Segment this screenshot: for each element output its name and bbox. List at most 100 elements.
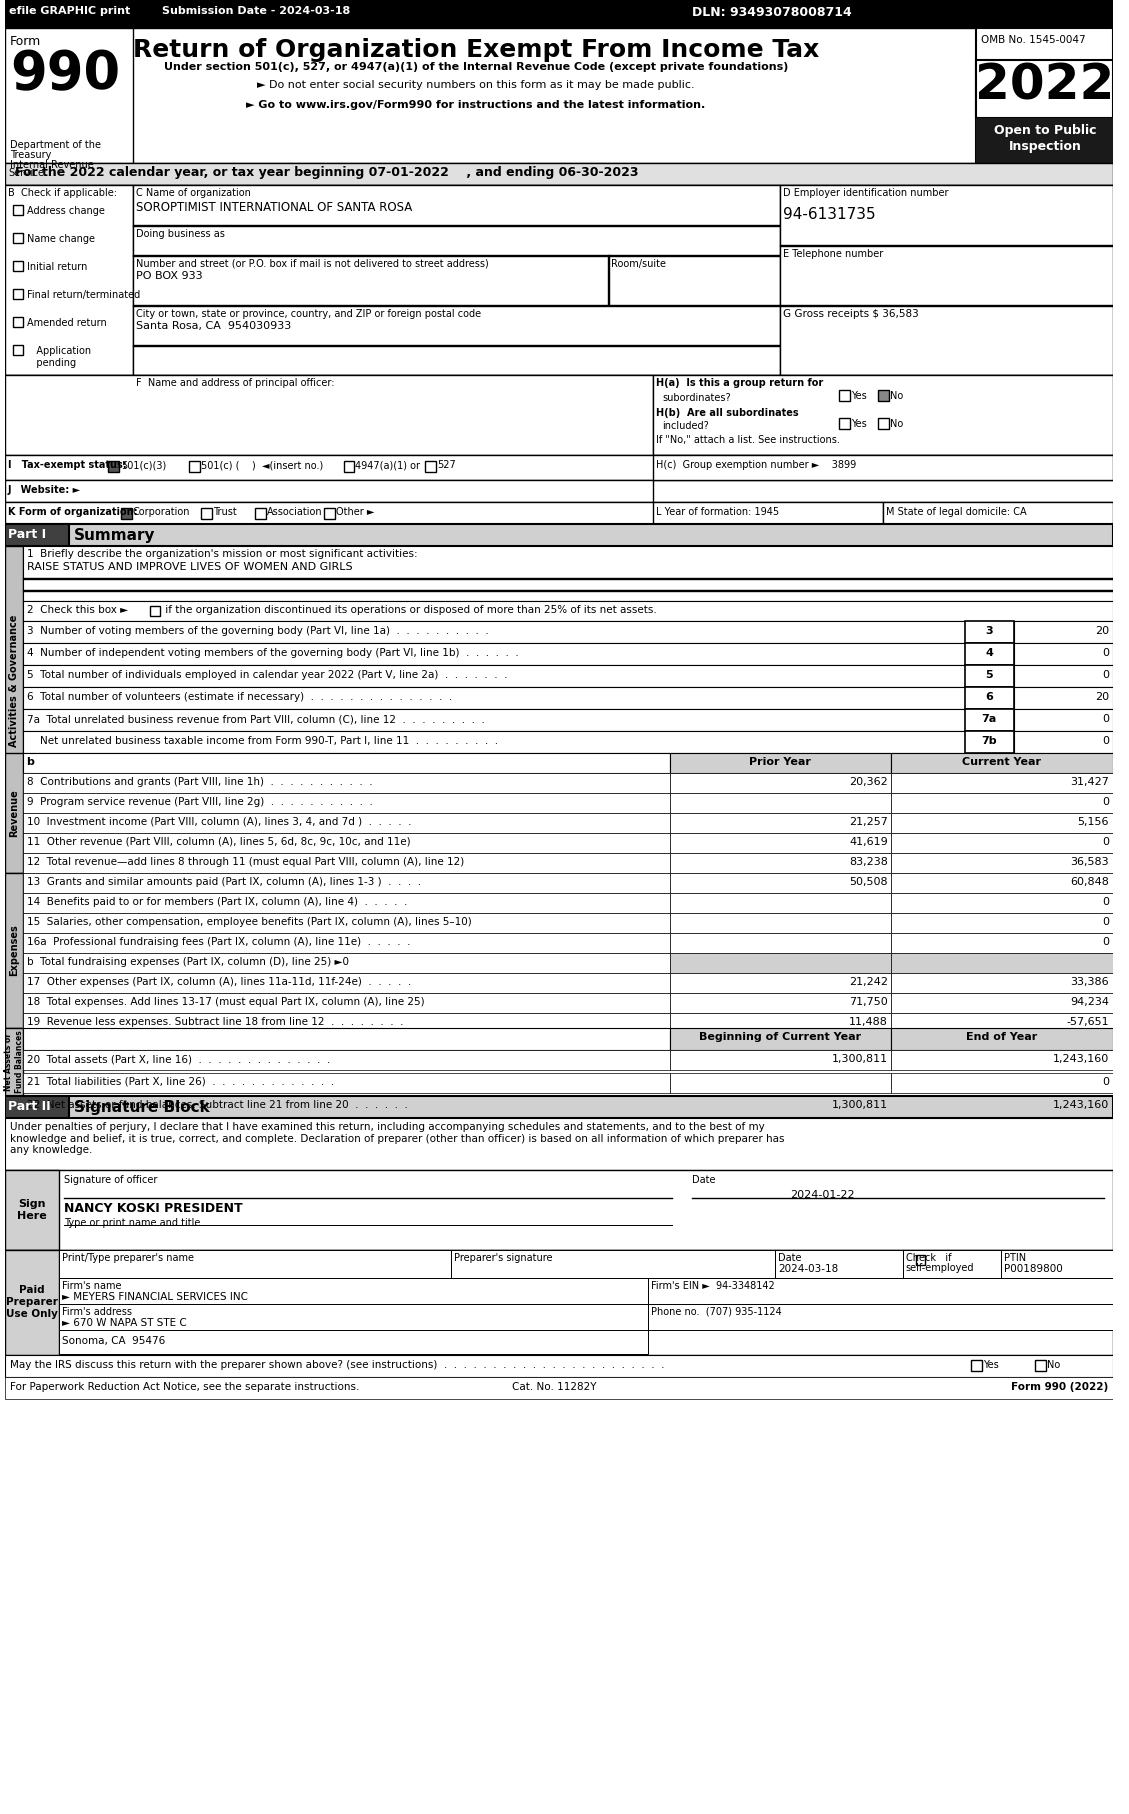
Text: subordinates?: subordinates? (663, 394, 732, 403)
Text: No: No (1047, 1360, 1060, 1370)
Text: 990: 990 (10, 47, 120, 100)
Text: RAISE STATUS AND IMPROVE LIVES OF WOMEN AND GIRLS: RAISE STATUS AND IMPROVE LIVES OF WOMEN … (27, 562, 352, 571)
Bar (671, 1012, 891, 1032)
Bar (150, 606, 160, 617)
Bar (23, 620, 964, 642)
Bar (671, 833, 891, 853)
Text: 18  Total expenses. Add lines 13-17 (must equal Part IX, column (A), line 25): 18 Total expenses. Add lines 13-17 (must… (27, 998, 425, 1007)
Bar (23, 709, 964, 731)
Text: Inspection: Inspection (1008, 140, 1082, 152)
Text: Under penalties of perjury, I declare that I have examined this return, includin: Under penalties of perjury, I declare th… (10, 1123, 785, 1156)
Text: 0: 0 (1102, 1078, 1109, 1087)
Text: DLN: 93493078008714: DLN: 93493078008714 (692, 5, 851, 18)
Text: 7a: 7a (981, 715, 997, 724)
Bar (12, 205, 23, 216)
Text: D Employer identification number: D Employer identification number (784, 189, 948, 198)
Text: H(b)  Are all subordinates: H(b) Are all subordinates (656, 408, 798, 417)
Bar (671, 1074, 891, 1094)
Text: Doing business as: Doing business as (135, 229, 225, 239)
Text: Service: Service (8, 169, 44, 178)
Bar (5, 163, 1113, 185)
Text: B  Check if applicable:: B Check if applicable: (8, 189, 117, 198)
Bar (671, 892, 891, 912)
Bar (23, 793, 671, 813)
Bar (190, 461, 200, 472)
Bar (671, 853, 891, 873)
Bar (891, 873, 1113, 892)
Text: if the organization discontinued its operations or disposed of more than 25% of : if the organization discontinued its ope… (161, 606, 657, 615)
Text: 0: 0 (1102, 918, 1109, 927)
Text: Net unrelated business taxable income from Form 990-T, Part I, line 11  .  .  . : Net unrelated business taxable income fr… (27, 736, 498, 746)
Text: 13  Grants and similar amounts paid (Part IX, column (A), lines 1-3 )  .  .  .  : 13 Grants and similar amounts paid (Part… (27, 876, 421, 887)
Bar (964, 642, 1014, 666)
Text: PO BOX 933: PO BOX 933 (135, 270, 202, 281)
Text: Signature Block: Signature Block (73, 1099, 210, 1116)
Bar (5, 1355, 1113, 1377)
Bar (891, 833, 1113, 853)
Bar (5, 481, 653, 502)
Bar (5, 1029, 23, 1096)
Text: Department of the: Department of the (10, 140, 100, 151)
Text: 1  Briefly describe the organization's mission or most significant activities:: 1 Briefly describe the organization's mi… (27, 550, 418, 559)
Text: ► 670 W NAPA ST STE C: ► 670 W NAPA ST STE C (62, 1319, 186, 1328)
Text: 0: 0 (1102, 896, 1109, 907)
Bar (671, 873, 891, 892)
Text: 19  Revenue less expenses. Subtract line 18 from line 12  .  .  .  .  .  .  .  .: 19 Revenue less expenses. Subtract line … (27, 1018, 403, 1027)
Text: Trust: Trust (213, 506, 237, 517)
Text: b: b (27, 756, 35, 767)
Text: May the IRS discuss this return with the preparer shown above? (see instructions: May the IRS discuss this return with the… (10, 1360, 665, 1370)
Bar (5, 185, 1113, 375)
Text: 3: 3 (986, 626, 994, 637)
Text: Cat. No. 11282Y: Cat. No. 11282Y (513, 1382, 597, 1391)
Text: Amended return: Amended return (27, 317, 106, 328)
Text: Other ►: Other ► (335, 506, 374, 517)
Bar (891, 972, 1113, 992)
Text: 0: 0 (1102, 715, 1109, 724)
Bar (23, 666, 964, 688)
Text: Part I: Part I (8, 528, 46, 541)
Bar (891, 773, 1113, 793)
Bar (878, 417, 889, 428)
Text: End of Year: End of Year (966, 1032, 1038, 1041)
Bar (12, 261, 23, 270)
Text: City or town, state or province, country, and ZIP or foreign postal code: City or town, state or province, country… (135, 308, 481, 319)
Bar (324, 508, 334, 519)
Text: Phone no.  (707) 935-1124: Phone no. (707) 935-1124 (650, 1308, 781, 1317)
Bar (1014, 731, 1113, 753)
Text: 1,243,160: 1,243,160 (1052, 1099, 1109, 1110)
Text: Form 990 (2022): Form 990 (2022) (1010, 1382, 1108, 1391)
Bar (891, 1012, 1113, 1032)
Text: 15  Salaries, other compensation, employee benefits (Part IX, column (A), lines : 15 Salaries, other compensation, employe… (27, 918, 471, 927)
Text: Sign
Here: Sign Here (17, 1199, 46, 1221)
Bar (121, 508, 132, 519)
Bar (891, 753, 1113, 773)
Text: H(c)  Group exemption number ►    3899: H(c) Group exemption number ► 3899 (656, 461, 856, 470)
Text: 11,488: 11,488 (849, 1018, 889, 1027)
Text: ► Go to www.irs.gov/Form990 for instructions and the latest information.: ► Go to www.irs.gov/Form990 for instruct… (246, 100, 706, 111)
Bar (59, 1279, 648, 1304)
Text: F  Name and address of principal officer:: F Name and address of principal officer: (135, 377, 334, 388)
Text: Type or print name and title: Type or print name and title (64, 1217, 200, 1228)
Bar (839, 417, 850, 428)
Text: Treasury: Treasury (10, 151, 51, 160)
Text: 83,238: 83,238 (849, 856, 889, 867)
Text: E Telephone number: E Telephone number (784, 249, 883, 259)
Bar (891, 1029, 1113, 1050)
Text: Yes: Yes (983, 1360, 999, 1370)
Bar (839, 390, 850, 401)
Text: 20  Total assets (Part X, line 16)  .  .  .  .  .  .  .  .  .  .  .  .  .  .: 20 Total assets (Part X, line 16) . . . … (27, 1054, 330, 1065)
Text: I   Tax-exempt status:: I Tax-exempt status: (8, 461, 126, 470)
Bar (653, 375, 1113, 455)
Text: Submission Date - 2024-03-18: Submission Date - 2024-03-18 (161, 5, 350, 16)
Text: -57,651: -57,651 (1066, 1018, 1109, 1027)
Bar (964, 731, 1014, 753)
Bar (671, 813, 891, 833)
Bar (5, 1170, 1113, 1250)
Text: 9  Program service revenue (Part VIII, line 2g)  .  .  .  .  .  .  .  .  .  .  .: 9 Program service revenue (Part VIII, li… (27, 796, 373, 807)
Text: 6  Total number of volunteers (estimate if necessary)  .  .  .  .  .  .  .  .  .: 6 Total number of volunteers (estimate i… (27, 691, 452, 702)
Bar (977, 60, 1113, 118)
Bar (891, 1074, 1113, 1094)
Text: 41,619: 41,619 (849, 836, 889, 847)
Text: Sonoma, CA  95476: Sonoma, CA 95476 (62, 1335, 165, 1346)
Bar (59, 1330, 648, 1353)
